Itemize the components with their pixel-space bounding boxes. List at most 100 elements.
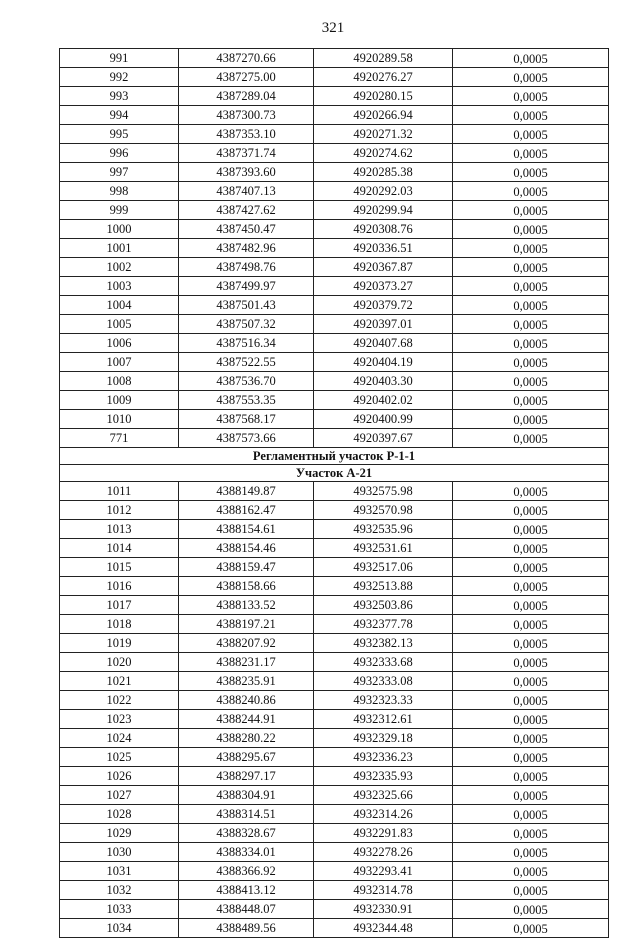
table-row: 1020 4388231.17 4932333.68 0,0005 bbox=[59, 652, 609, 672]
point-number-cell: 997 bbox=[59, 162, 179, 182]
point-number-cell: 1020 bbox=[59, 652, 179, 672]
point-number-cell: 1013 bbox=[59, 519, 179, 539]
y-coordinate-cell: 4932330.91 bbox=[313, 899, 453, 919]
accuracy-cell: 0,0005 bbox=[452, 48, 609, 68]
x-coordinate-cell: 4387353.10 bbox=[178, 124, 314, 144]
point-number-cell: 1003 bbox=[59, 276, 179, 296]
table-row: 1025 4388295.67 4932336.23 0,0005 bbox=[59, 747, 609, 767]
y-coordinate-cell: 4932570.98 bbox=[313, 500, 453, 520]
y-coordinate-cell: 4932278.26 bbox=[313, 842, 453, 862]
x-coordinate-cell: 4387270.66 bbox=[178, 48, 314, 68]
accuracy-cell: 0,0005 bbox=[452, 219, 609, 239]
y-coordinate-cell: 4920271.32 bbox=[313, 124, 453, 144]
point-number-cell: 1032 bbox=[59, 880, 179, 900]
y-coordinate-cell: 4932377.78 bbox=[313, 614, 453, 634]
table-row: 1008 4387536.70 4920403.30 0,0005 bbox=[59, 371, 609, 391]
x-coordinate-cell: 4388413.12 bbox=[178, 880, 314, 900]
point-number-cell: 1030 bbox=[59, 842, 179, 862]
y-coordinate-cell: 4932293.41 bbox=[313, 861, 453, 881]
y-coordinate-cell: 4932535.96 bbox=[313, 519, 453, 539]
accuracy-cell: 0,0005 bbox=[452, 67, 609, 87]
table-row: 1000 4387450.47 4920308.76 0,0005 bbox=[59, 219, 609, 239]
x-coordinate-cell: 4388304.91 bbox=[178, 785, 314, 805]
accuracy-cell: 0,0005 bbox=[452, 371, 609, 391]
accuracy-cell: 0,0005 bbox=[452, 500, 609, 520]
table-row: 1007 4387522.55 4920404.19 0,0005 bbox=[59, 352, 609, 372]
accuracy-cell: 0,0005 bbox=[452, 86, 609, 106]
accuracy-cell: 0,0005 bbox=[452, 143, 609, 163]
point-number-cell: 995 bbox=[59, 124, 179, 144]
accuracy-cell: 0,0005 bbox=[452, 880, 609, 900]
accuracy-cell: 0,0005 bbox=[452, 823, 609, 843]
x-coordinate-cell: 4388280.22 bbox=[178, 728, 314, 748]
table-row: 994 4387300.73 4920266.94 0,0005 bbox=[59, 105, 609, 125]
y-coordinate-cell: 4920407.68 bbox=[313, 333, 453, 353]
y-coordinate-cell: 4932312.61 bbox=[313, 709, 453, 729]
y-coordinate-cell: 4920397.67 bbox=[313, 428, 453, 448]
x-coordinate-cell: 4388314.51 bbox=[178, 804, 314, 824]
point-number-cell: 1011 bbox=[59, 481, 179, 501]
point-number-cell: 1017 bbox=[59, 595, 179, 615]
point-number-cell: 1016 bbox=[59, 576, 179, 596]
point-number-cell: 1006 bbox=[59, 333, 179, 353]
point-number-cell: 1004 bbox=[59, 295, 179, 315]
x-coordinate-cell: 4387516.34 bbox=[178, 333, 314, 353]
x-coordinate-cell: 4388235.91 bbox=[178, 671, 314, 691]
table-row: 1003 4387499.97 4920373.27 0,0005 bbox=[59, 276, 609, 296]
y-coordinate-cell: 4920379.72 bbox=[313, 295, 453, 315]
x-coordinate-cell: 4388489.56 bbox=[178, 918, 314, 938]
accuracy-cell: 0,0005 bbox=[452, 409, 609, 429]
y-coordinate-cell: 4932344.48 bbox=[313, 918, 453, 938]
table-row: 1012 4388162.47 4932570.98 0,0005 bbox=[59, 500, 609, 520]
y-coordinate-cell: 4932323.33 bbox=[313, 690, 453, 710]
x-coordinate-cell: 4387393.60 bbox=[178, 162, 314, 182]
x-coordinate-cell: 4388240.86 bbox=[178, 690, 314, 710]
y-coordinate-cell: 4932333.08 bbox=[313, 671, 453, 691]
y-coordinate-cell: 4932575.98 bbox=[313, 481, 453, 501]
point-number-cell: 996 bbox=[59, 143, 179, 163]
table-row: 1001 4387482.96 4920336.51 0,0005 bbox=[59, 238, 609, 258]
y-coordinate-cell: 4932314.78 bbox=[313, 880, 453, 900]
table-row: 997 4387393.60 4920285.38 0,0005 bbox=[59, 162, 609, 182]
x-coordinate-cell: 4388366.92 bbox=[178, 861, 314, 881]
point-number-cell: 1001 bbox=[59, 238, 179, 258]
coordinates-table-body: 991 4387270.66 4920289.58 0,0005 992 4387275.… bbox=[59, 48, 609, 938]
point-number-cell: 1014 bbox=[59, 538, 179, 558]
accuracy-cell: 0,0005 bbox=[452, 614, 609, 634]
point-number-cell: 1023 bbox=[59, 709, 179, 729]
table-row: 1032 4388413.12 4932314.78 0,0005 bbox=[59, 880, 609, 900]
y-coordinate-cell: 4932333.68 bbox=[313, 652, 453, 672]
x-coordinate-cell: 4388158.66 bbox=[178, 576, 314, 596]
x-coordinate-cell: 4388328.67 bbox=[178, 823, 314, 843]
x-coordinate-cell: 4387450.47 bbox=[178, 219, 314, 239]
y-coordinate-cell: 4932329.18 bbox=[313, 728, 453, 748]
point-number-cell: 1022 bbox=[59, 690, 179, 710]
table-row: 1002 4387498.76 4920367.87 0,0005 bbox=[59, 257, 609, 277]
table-row: 1013 4388154.61 4932535.96 0,0005 bbox=[59, 519, 609, 539]
point-number-cell: 1010 bbox=[59, 409, 179, 429]
point-number-cell: 1021 bbox=[59, 671, 179, 691]
table-row: 1022 4388240.86 4932323.33 0,0005 bbox=[59, 690, 609, 710]
table-row: 1026 4388297.17 4932335.93 0,0005 bbox=[59, 766, 609, 786]
section-header-row: Участок А-21 bbox=[59, 464, 609, 482]
point-number-cell: 1033 bbox=[59, 899, 179, 919]
accuracy-cell: 0,0005 bbox=[452, 595, 609, 615]
x-coordinate-cell: 4388295.67 bbox=[178, 747, 314, 767]
point-number-cell: 771 bbox=[59, 428, 179, 448]
x-coordinate-cell: 4388149.87 bbox=[178, 481, 314, 501]
accuracy-cell: 0,0005 bbox=[452, 238, 609, 258]
table-row: 991 4387270.66 4920289.58 0,0005 bbox=[59, 48, 609, 68]
accuracy-cell: 0,0005 bbox=[452, 481, 609, 501]
y-coordinate-cell: 4920292.03 bbox=[313, 181, 453, 201]
accuracy-cell: 0,0005 bbox=[452, 671, 609, 691]
table-row: 1033 4388448.07 4932330.91 0,0005 bbox=[59, 899, 609, 919]
point-number-cell: 1026 bbox=[59, 766, 179, 786]
accuracy-cell: 0,0005 bbox=[452, 390, 609, 410]
accuracy-cell: 0,0005 bbox=[452, 162, 609, 182]
table-row: 1031 4388366.92 4932293.41 0,0005 bbox=[59, 861, 609, 881]
table-row: 1018 4388197.21 4932377.78 0,0005 bbox=[59, 614, 609, 634]
point-number-cell: 1007 bbox=[59, 352, 179, 372]
accuracy-cell: 0,0005 bbox=[452, 709, 609, 729]
table-row: 1028 4388314.51 4932314.26 0,0005 bbox=[59, 804, 609, 824]
x-coordinate-cell: 4388231.17 bbox=[178, 652, 314, 672]
